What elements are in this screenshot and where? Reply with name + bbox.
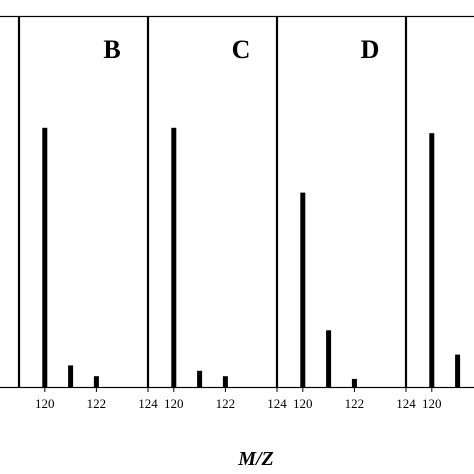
bar-mz-120 (429, 133, 435, 387)
bar-mz-120 (42, 127, 48, 388)
spectrum-panel-4: 120 122 124 D (276, 15, 416, 411)
bar-mz-121 (197, 370, 203, 387)
spectrum-panel-1: 124 (0, 15, 20, 389)
bar-mz-122 (351, 378, 357, 387)
bar-mz-120 (300, 192, 306, 387)
panel-frame (405, 15, 474, 389)
panel-frame (276, 15, 407, 389)
x-tick-label: 122 (216, 396, 236, 411)
spectrum-panel-2: 120 122 124 B (18, 15, 158, 411)
spectrum-panel-3: 120 122 124 C (147, 15, 287, 411)
panel-letter: B (103, 35, 120, 64)
x-tick-label: 124 (138, 396, 158, 411)
bar-mz-121 (68, 365, 74, 387)
bar-mz-122 (93, 376, 99, 387)
bar-mz-121 (326, 330, 332, 387)
x-tick-label: 124 (396, 396, 416, 411)
panel-frame (0, 15, 20, 389)
x-tick-label: 120 (164, 396, 184, 411)
x-tick-label: 122 (345, 396, 365, 411)
x-tick-label: 124 (267, 396, 287, 411)
bar-mz-121 (455, 354, 461, 387)
panel-letter: D (361, 35, 380, 64)
bar-mz-122 (222, 376, 228, 387)
panel-frame (18, 15, 149, 389)
x-tick-label: 120 (35, 396, 55, 411)
panel-letter: C (232, 35, 251, 64)
x-tick-label: 120 (293, 396, 313, 411)
x-tick-label: 122 (87, 396, 107, 411)
x-tick-label: 120 (422, 396, 442, 411)
panel-frame (147, 15, 278, 389)
x-axis-label: M/Z (237, 448, 274, 470)
bar-mz-120 (171, 127, 177, 388)
